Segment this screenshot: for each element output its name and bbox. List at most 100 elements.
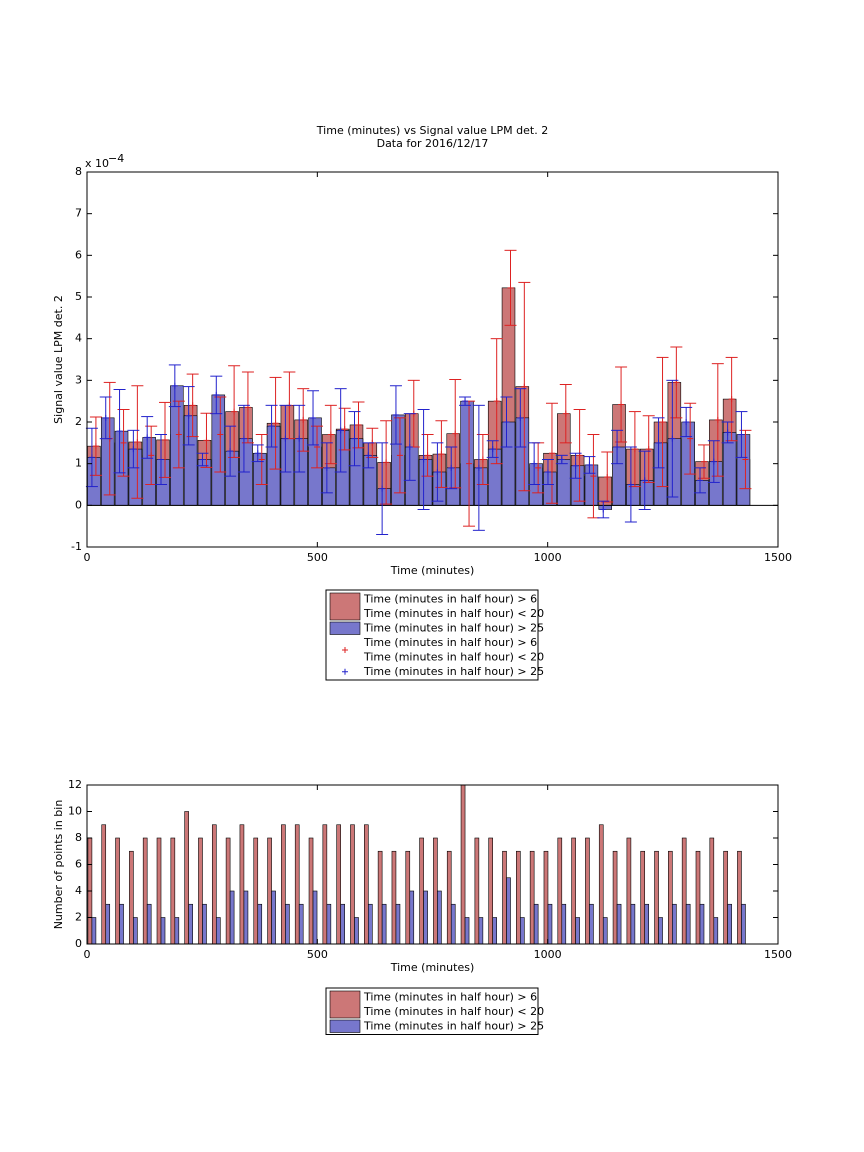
error-bar [684, 402, 697, 475]
axes-box [86, 171, 779, 548]
bar [354, 917, 359, 945]
bar [349, 438, 364, 506]
error-center [185, 412, 192, 419]
error-center [641, 477, 648, 484]
error-bar [376, 442, 389, 535]
error-bar [707, 440, 720, 483]
error-center [120, 439, 127, 446]
error-center [337, 427, 344, 434]
error-center [479, 456, 486, 463]
error-bar [99, 396, 112, 440]
error-center [696, 477, 703, 484]
error-center [134, 439, 141, 445]
bar [585, 837, 590, 945]
y-tick-label: 6 [75, 858, 82, 871]
error-center [199, 456, 206, 463]
bar [474, 467, 488, 506]
bar [322, 824, 328, 945]
bar [405, 446, 419, 506]
error-bar [210, 375, 223, 415]
bar [87, 457, 101, 506]
error-center [240, 435, 247, 442]
error-bar [721, 421, 734, 444]
bar [105, 903, 111, 945]
y-tick-label: 1 [75, 457, 82, 470]
bar [626, 484, 640, 506]
bar [170, 837, 176, 945]
error-center [272, 420, 279, 427]
y-axis-label: Number of points in bin [52, 800, 65, 930]
error-bar [693, 467, 706, 494]
bar [727, 903, 732, 945]
error-bar [459, 396, 472, 406]
legend-patch [329, 621, 361, 635]
bar [437, 890, 442, 945]
bar [91, 917, 97, 945]
error-bar [431, 442, 444, 502]
bar [616, 903, 622, 945]
legend-label: Time (minutes in half hour) < 20 [363, 650, 544, 663]
error-center [600, 506, 607, 513]
error-center [392, 411, 399, 418]
error-center [493, 398, 500, 405]
error-center [627, 481, 634, 488]
bar [239, 824, 245, 945]
x-tick-label: 1000 [534, 551, 562, 564]
error-bar [362, 442, 375, 469]
bar [685, 903, 691, 945]
bar [506, 877, 511, 945]
bar [602, 917, 608, 945]
error-center [614, 444, 621, 450]
error-center [203, 437, 210, 444]
error-center [535, 464, 542, 471]
error-bar [255, 434, 268, 485]
y-tick-label: 5 [75, 290, 82, 303]
bar [395, 903, 401, 945]
bar [409, 890, 415, 945]
error-center [462, 398, 469, 405]
bar [243, 890, 249, 945]
legend-plus [342, 647, 348, 653]
error-center [714, 416, 721, 423]
error-center [148, 452, 155, 459]
error-center [452, 430, 459, 437]
error-center [268, 423, 275, 430]
bar [114, 430, 129, 506]
error-center [189, 402, 196, 409]
error-center [213, 391, 220, 398]
error-center [683, 419, 690, 425]
error-bar [573, 409, 586, 502]
bar [557, 837, 563, 945]
bar [557, 459, 571, 506]
x-tick-label: 1500 [764, 551, 792, 564]
x-tick-label: 500 [307, 551, 328, 564]
bar [516, 850, 521, 945]
error-bar [472, 404, 485, 531]
y-tick-label: 2 [75, 911, 82, 924]
error-bar [421, 434, 434, 477]
y-tick-label: 0 [75, 937, 82, 950]
bar [391, 414, 405, 506]
y-tick-label: 2 [75, 415, 82, 428]
bar [322, 467, 336, 506]
y-tick-label: 12 [68, 778, 82, 791]
bar [100, 417, 115, 506]
bar [377, 488, 391, 506]
y-axis-label: Signal value LPM det. 2 [52, 295, 65, 424]
bar [142, 437, 156, 506]
bar [115, 837, 120, 945]
error-bar [597, 500, 610, 519]
error-center [604, 474, 611, 480]
y-tick-label: 8 [75, 831, 82, 844]
bar [308, 837, 314, 945]
error-bar [652, 417, 665, 469]
error-center [158, 456, 165, 463]
bar [129, 850, 134, 945]
bar [446, 467, 460, 506]
error-bar [127, 429, 140, 469]
error-center [383, 459, 390, 466]
error-bar [131, 385, 144, 499]
error-bar [393, 417, 406, 494]
bar [364, 824, 369, 945]
